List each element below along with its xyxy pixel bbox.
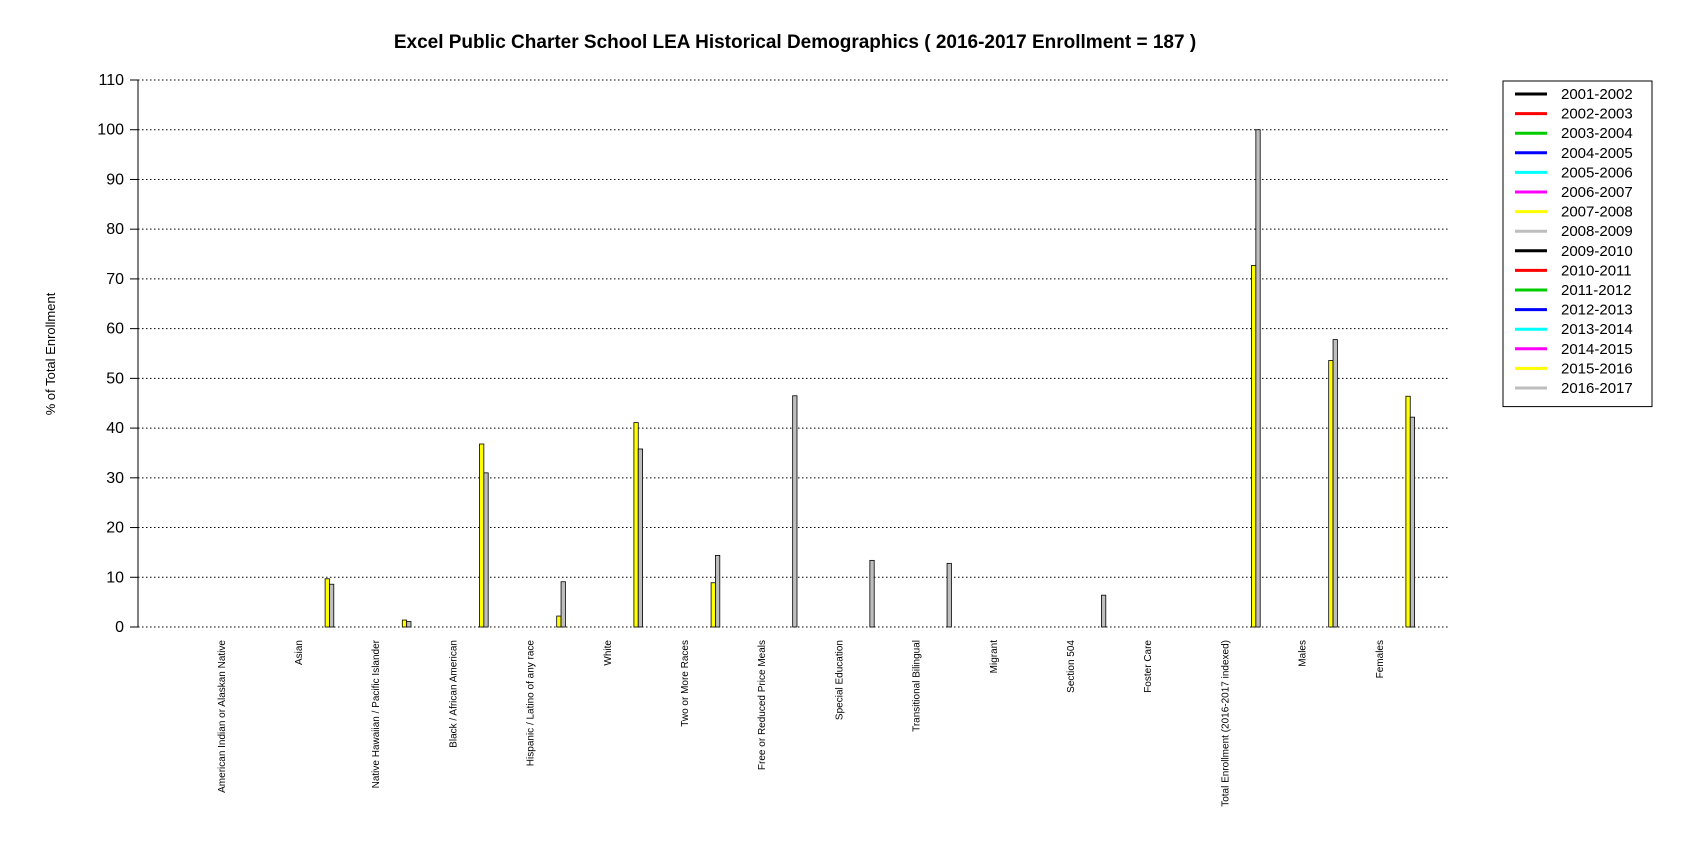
y-tick-label: 100 <box>97 122 124 139</box>
bar <box>1405 395 1411 628</box>
y-tick-label: 20 <box>106 520 124 537</box>
x-tick-label: Total Enrollment (2016-2017 indexed) <box>1220 640 1231 807</box>
legend-entry: 2001-2002 <box>1561 86 1633 103</box>
legend-entry: 2008-2009 <box>1561 223 1633 240</box>
bar <box>324 578 330 628</box>
legend-entry: 2007-2008 <box>1561 204 1633 221</box>
x-tick-label: Two or More Races <box>680 640 691 727</box>
y-axis-label: % of Total Enrollment <box>43 292 58 415</box>
bar <box>946 562 952 628</box>
x-tick-label: Native Hawaiian / Pacific Islander <box>371 639 382 788</box>
y-tick-label: 110 <box>98 72 124 89</box>
bar <box>483 472 489 628</box>
legend-entry: 2014-2015 <box>1561 341 1633 358</box>
y-tick-label: 60 <box>106 321 124 338</box>
legend-entry: 2016-2017 <box>1561 380 1633 397</box>
legend-entry: 2011-2012 <box>1561 282 1632 299</box>
legend-entry: 2004-2005 <box>1561 145 1633 162</box>
bar <box>1101 594 1107 628</box>
x-axis-labels: American Indian or Alaskan Native Asian Na… <box>217 639 1386 806</box>
x-tick-label: Males <box>1298 640 1309 667</box>
legend-entry: 2010-2011 <box>1561 262 1632 279</box>
bar <box>560 581 566 628</box>
bar <box>710 582 716 628</box>
bar <box>1409 416 1415 628</box>
legend-entry: 2003-2004 <box>1561 125 1633 142</box>
bar <box>479 443 485 628</box>
bar <box>792 395 798 628</box>
y-tick-label: 40 <box>106 420 124 437</box>
bar <box>869 559 875 628</box>
bar <box>556 615 562 628</box>
y-tick-label: 50 <box>106 370 124 387</box>
x-tick-label: Free or Reduced Price Meals <box>757 640 768 770</box>
bar <box>1328 360 1334 628</box>
bar <box>637 448 643 628</box>
bar <box>633 422 639 628</box>
x-tick-label: Black / African American <box>448 640 459 748</box>
legend-entry: 2012-2013 <box>1561 302 1633 319</box>
x-tick-label: Special Education <box>834 640 845 720</box>
legend-entry: 2002-2003 <box>1561 106 1633 123</box>
y-tick-label: 80 <box>106 221 124 238</box>
x-tick-label: Asian <box>294 640 305 665</box>
legend-entry: 2006-2007 <box>1561 184 1633 201</box>
x-tick-label: Section 504 <box>1066 640 1077 693</box>
y-tick-label: 0 <box>115 619 124 636</box>
y-tick-label: 30 <box>106 470 124 487</box>
legend: 2001-2002 2002-2003 2003-2004 2004-2005 2005… <box>1502 80 1653 408</box>
bar <box>1332 339 1338 628</box>
legend-entry: 2005-2006 <box>1561 164 1633 181</box>
bar <box>1251 265 1257 628</box>
x-tick-label: American Indian or Alaskan Native <box>217 640 228 793</box>
y-tick-label: 70 <box>106 271 124 288</box>
legend-entry: 2015-2016 <box>1561 360 1633 377</box>
legend-box <box>1502 80 1653 408</box>
legend-entry: 2009-2010 <box>1561 243 1633 260</box>
bar <box>329 583 335 628</box>
x-tick-label: Transitional Bilingual <box>912 640 923 732</box>
x-tick-label: Migrant <box>989 640 1000 674</box>
y-tick-label: 10 <box>106 569 124 586</box>
bar <box>1255 129 1261 628</box>
x-tick-label: White <box>603 640 614 666</box>
legend-entry: 2013-2014 <box>1561 321 1633 338</box>
bar <box>401 619 408 628</box>
chart-title: Excel Public Charter School LEA Historic… <box>394 32 1196 53</box>
y-axis: 0 10 20 30 40 50 60 70 80 90 100 110 <box>97 72 139 636</box>
y-tick-label: 90 <box>106 171 124 188</box>
bar <box>406 621 412 628</box>
x-tick-label: Hispanic / Latino of any race <box>526 640 537 767</box>
x-tick-label: Foster Care <box>1143 640 1154 693</box>
x-tick-label: Females <box>1375 640 1386 678</box>
bar <box>715 554 721 628</box>
bars <box>324 129 1415 628</box>
